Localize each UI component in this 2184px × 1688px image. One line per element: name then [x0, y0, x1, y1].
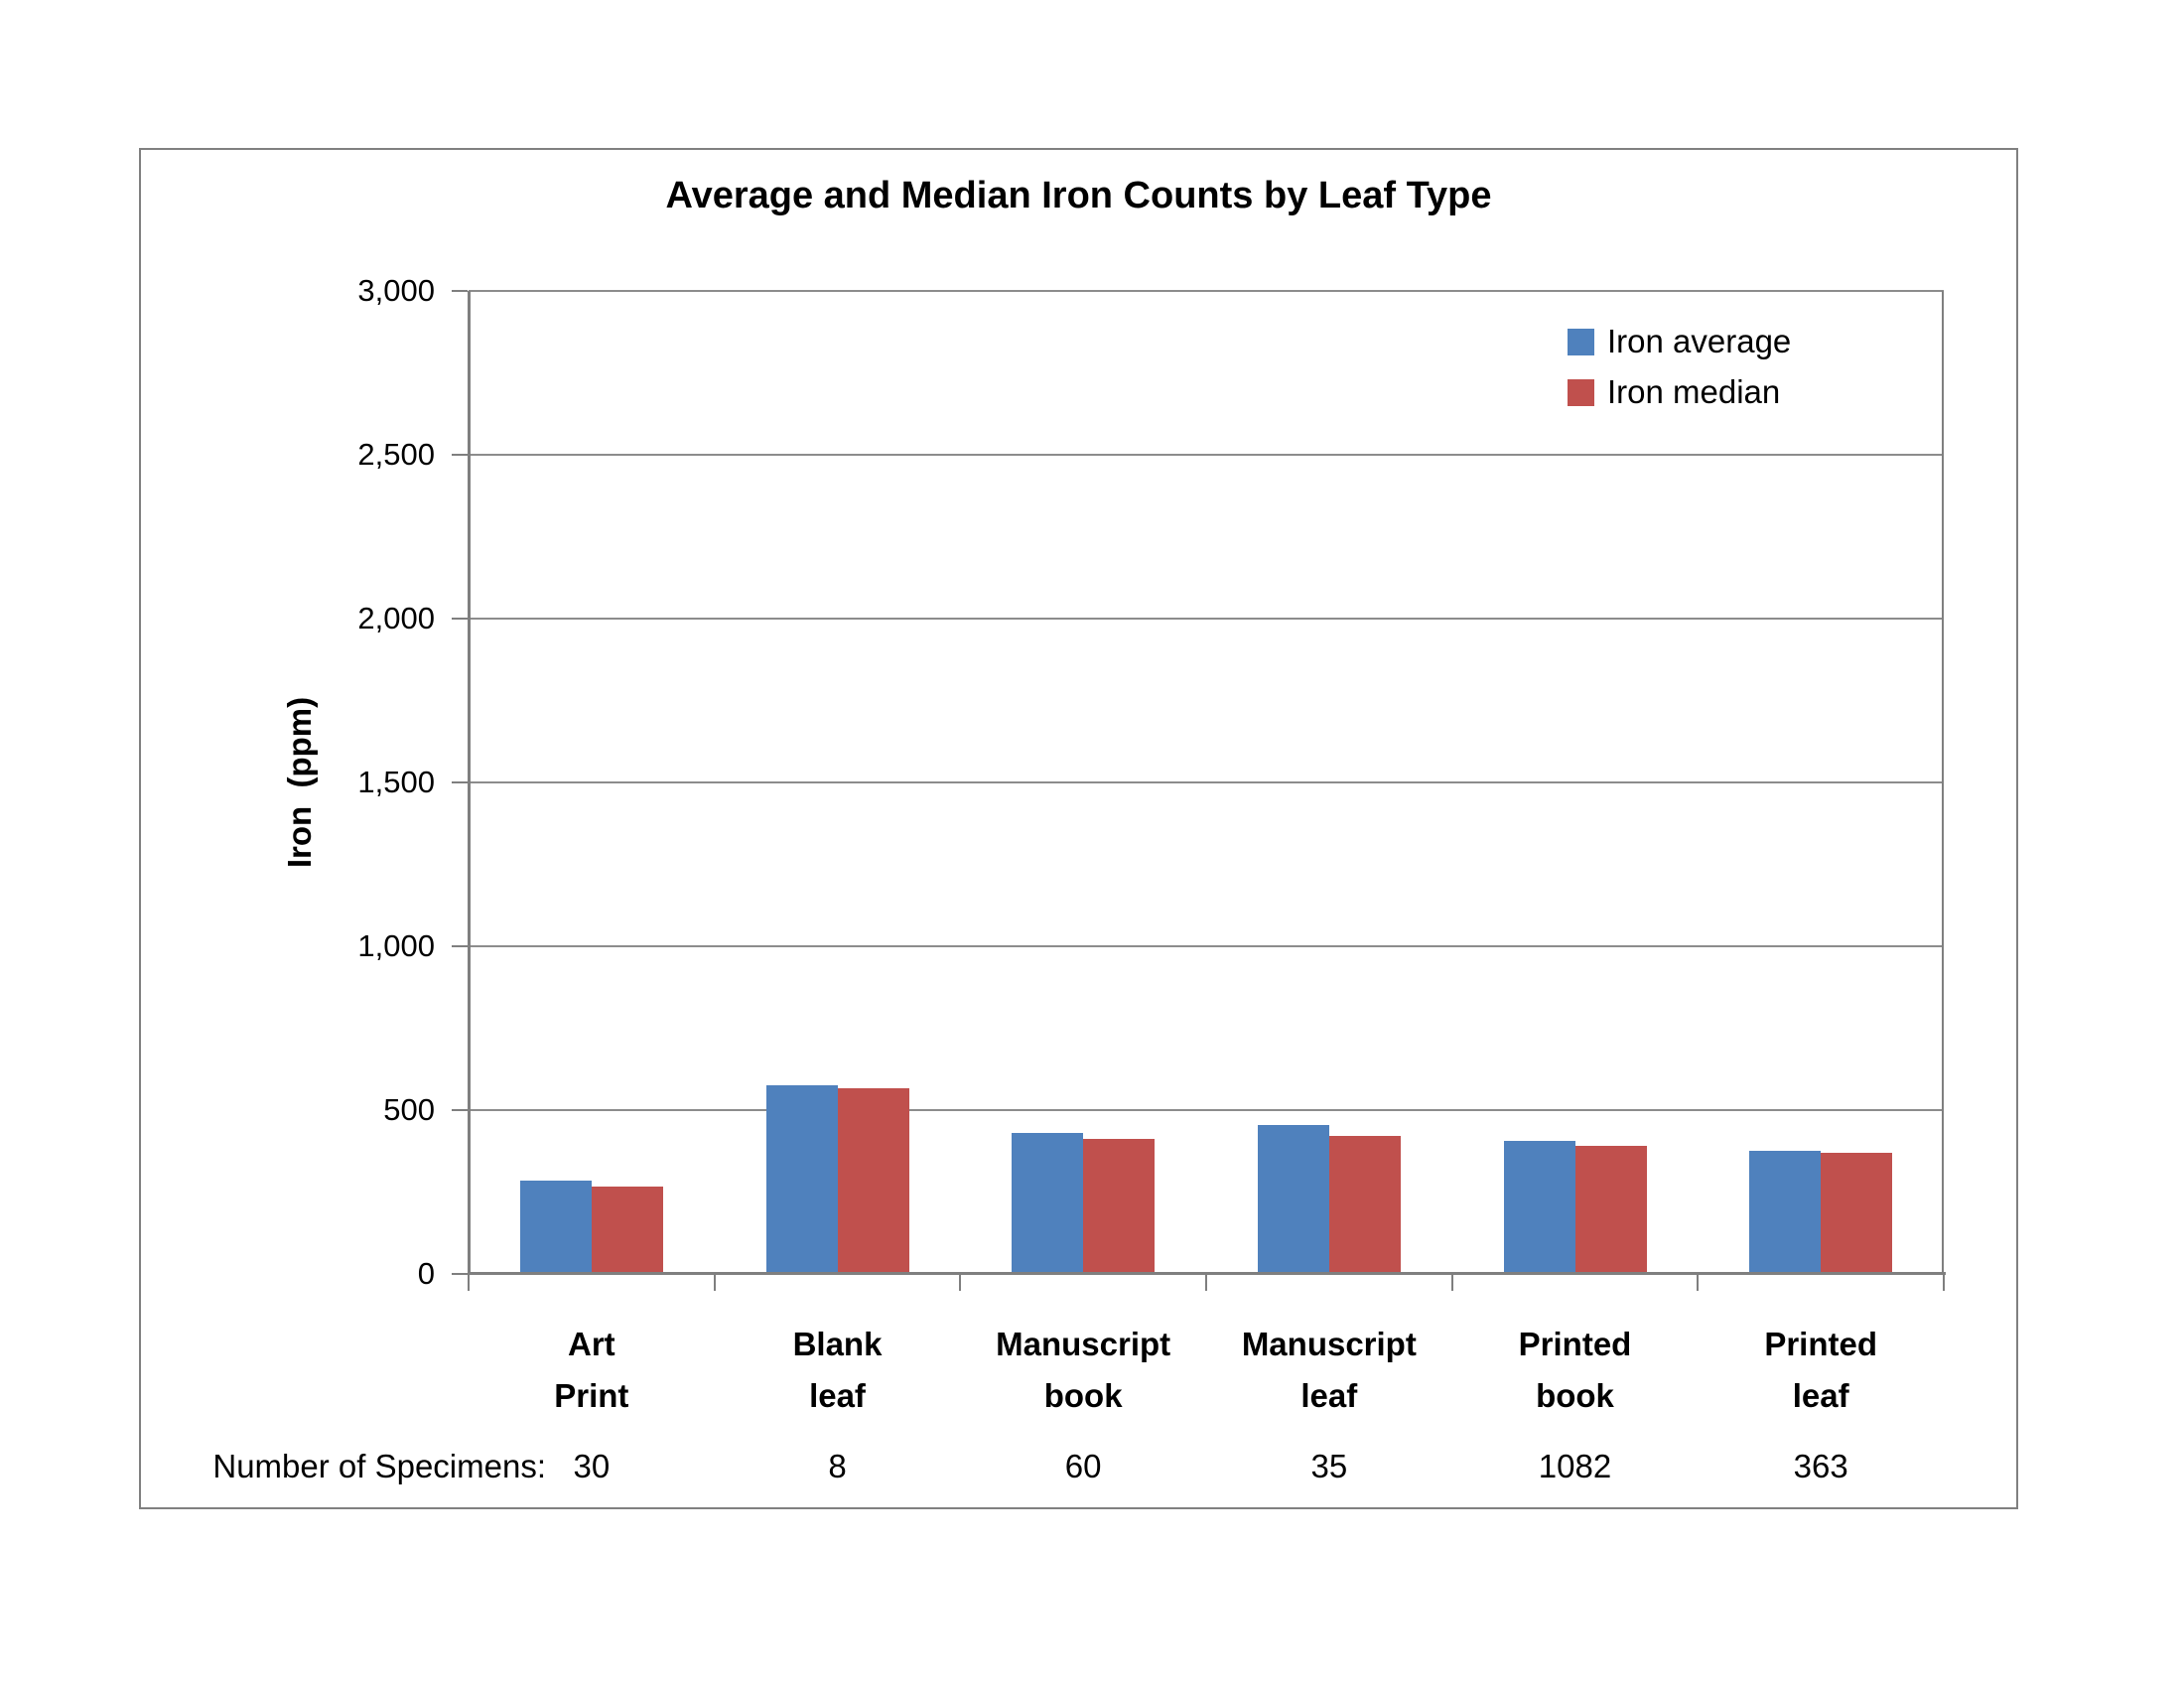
y-tick-label-1500: 1,500	[357, 765, 435, 799]
category-label-blank-leaf: Blank leaf	[699, 1319, 977, 1422]
y-tick-1500	[452, 781, 468, 783]
category-label-line-1: Manuscript	[996, 1326, 1171, 1362]
y-tick-label-0: 0	[417, 1256, 435, 1291]
x-tick-0	[468, 1275, 470, 1291]
y-axis-line	[468, 291, 471, 1275]
category-label-printed-book: Printed book	[1436, 1319, 1714, 1422]
x-tick-6	[1943, 1275, 1945, 1291]
category-label-printed-leaf: Printed leaf	[1682, 1319, 1960, 1422]
bar-iron-median-blank-leaf	[837, 1088, 909, 1272]
plot-right-border	[1942, 291, 1944, 1274]
legend-item-median: Iron median	[1568, 372, 1791, 412]
chart-frame	[139, 148, 2018, 1509]
specimens-row-label: Number of Specimens:	[212, 1448, 546, 1484]
category-label-line-2: Print	[554, 1377, 629, 1414]
specimen-count-art-print: 30	[573, 1448, 611, 1484]
x-axis-line	[468, 1272, 1946, 1275]
bar-iron-average-printed-book	[1503, 1141, 1575, 1272]
gridline-1000	[469, 945, 1944, 947]
legend-swatch-median-icon	[1568, 378, 1594, 406]
y-tick-label-1000: 1,000	[357, 928, 435, 963]
y-tick-2500	[452, 454, 468, 456]
bar-iron-median-manuscript-leaf	[1328, 1136, 1401, 1272]
y-tick-label-500: 500	[383, 1092, 435, 1127]
x-tick-2	[959, 1275, 962, 1291]
category-label-manuscript-book: Manuscript book	[944, 1319, 1222, 1422]
category-label-line-2: leaf	[1792, 1377, 1849, 1414]
x-tick-5	[1697, 1275, 1700, 1291]
x-tick-4	[1450, 1275, 1453, 1291]
category-label-art-print: Art Print	[453, 1319, 731, 1422]
y-tick-3000	[452, 290, 468, 292]
plot-area	[452, 290, 1946, 1291]
bar-iron-average-printed-leaf	[1749, 1150, 1822, 1272]
bar-iron-median-printed-book	[1574, 1145, 1647, 1272]
bar-iron-median-printed-leaf	[1821, 1152, 1893, 1272]
y-tick-label-2000: 2,000	[357, 601, 435, 635]
category-label-manuscript-leaf: Manuscript leaf	[1190, 1319, 1468, 1422]
bar-iron-average-manuscript-leaf	[1257, 1124, 1329, 1272]
bar-iron-average-art-print	[519, 1180, 592, 1272]
x-tick-3	[1205, 1275, 1207, 1291]
category-label-line-1: Art	[567, 1326, 615, 1362]
gridline-1500	[469, 781, 1944, 783]
legend: Iron average Iron median	[1568, 322, 1791, 412]
category-label-line-2: leaf	[809, 1377, 866, 1414]
specimen-count-manuscript-book: 60	[1064, 1448, 1102, 1484]
specimen-count-manuscript-leaf: 35	[1310, 1448, 1348, 1484]
category-label-line-1: Blank	[792, 1326, 883, 1362]
y-tick-label-3000: 3,000	[357, 273, 435, 308]
legend-label-median: Iron median	[1607, 373, 1781, 410]
category-label-line-1: Printed	[1764, 1326, 1877, 1362]
legend-item-average: Iron average	[1568, 322, 1791, 361]
gridline-2000	[469, 618, 1944, 620]
bar-iron-median-art-print	[591, 1187, 663, 1272]
y-tick-1000	[452, 945, 468, 947]
category-label-line-2: leaf	[1300, 1377, 1358, 1414]
bar-iron-average-blank-leaf	[765, 1084, 838, 1272]
legend-label-average: Iron average	[1607, 323, 1792, 359]
y-tick-label-2500: 2,500	[357, 437, 435, 472]
category-label-line-2: book	[1536, 1377, 1614, 1414]
specimen-count-blank-leaf: 8	[828, 1448, 847, 1484]
specimen-count-printed-book: 1082	[1538, 1448, 1612, 1484]
y-tick-500	[452, 1109, 468, 1111]
gridline-3000	[469, 290, 1944, 292]
category-label-line-2: book	[1043, 1377, 1123, 1414]
x-tick-1	[713, 1275, 716, 1291]
category-label-line-1: Manuscript	[1241, 1326, 1417, 1362]
bar-iron-median-manuscript-book	[1083, 1139, 1156, 1272]
category-label-line-1: Printed	[1518, 1326, 1632, 1362]
gridline-2500	[469, 454, 1944, 456]
y-tick-2000	[452, 618, 468, 620]
gridline-500	[469, 1109, 1944, 1111]
legend-swatch-average-icon	[1568, 328, 1594, 355]
bar-iron-average-manuscript-book	[1012, 1132, 1084, 1272]
chart-title: Average and Median Iron Counts by Leaf T…	[665, 175, 1492, 216]
specimen-count-printed-leaf: 363	[1793, 1448, 1848, 1484]
y-tick-0	[452, 1273, 468, 1275]
